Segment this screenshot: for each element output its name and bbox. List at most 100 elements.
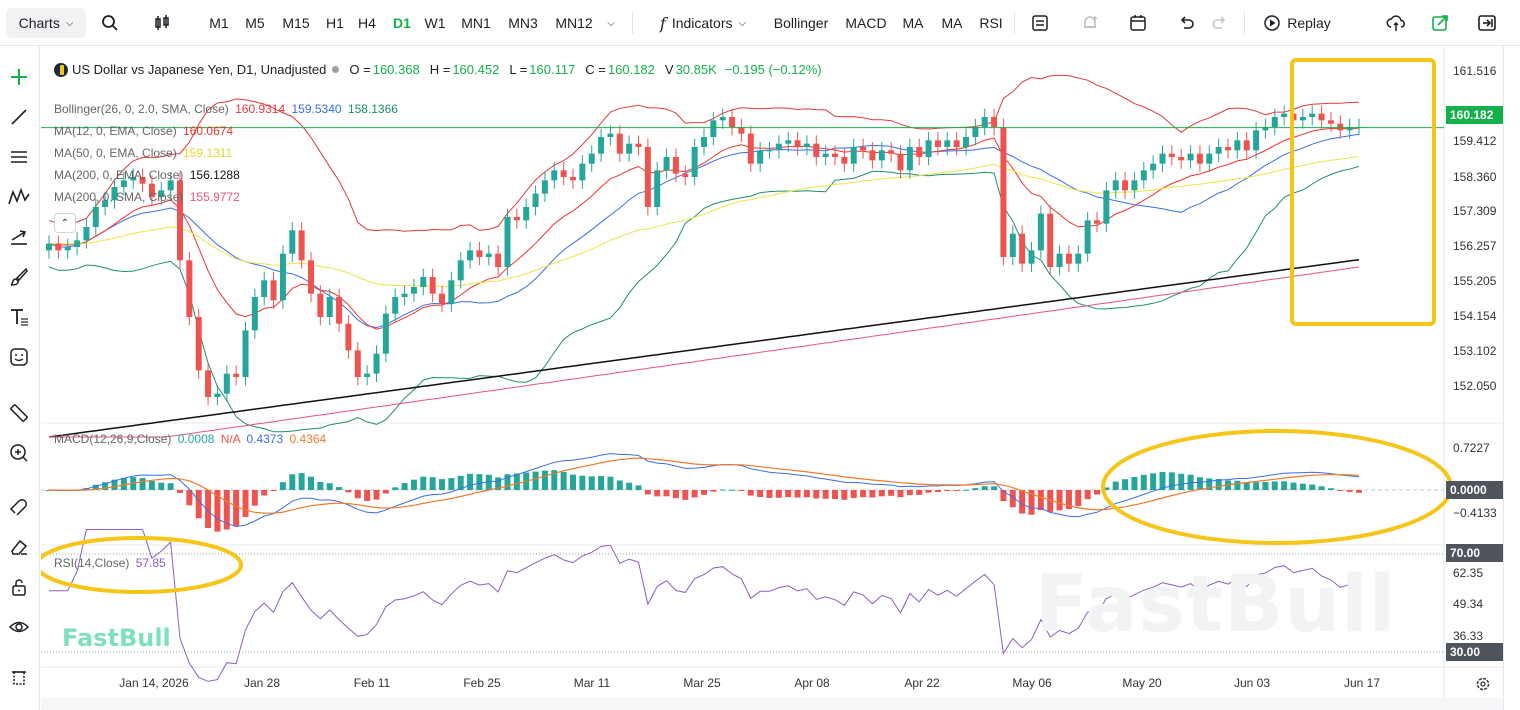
indicator-rsi-button[interactable]: RSI: [979, 15, 1003, 31]
candle-body: [1337, 123, 1344, 131]
text-icon[interactable]: [4, 302, 34, 332]
chevron-down-icon: ⌵: [738, 17, 747, 29]
macd-legend[interactable]: MACD(12,26,9,Close) 0.0008 N/A 0.4373 0.…: [54, 432, 326, 446]
trend-line-icon[interactable]: [4, 102, 34, 132]
rsi-tick: 49.34: [1453, 597, 1484, 611]
charts-menu-button[interactable]: Charts ⌵: [6, 8, 86, 38]
candle-body: [83, 227, 90, 241]
timeframe-chevron-icon[interactable]: ⌵: [607, 17, 615, 29]
alert-icon[interactable]: [1078, 8, 1102, 38]
collapse-legend-button[interactable]: ⌃: [54, 213, 76, 233]
redo-icon[interactable]: [1208, 8, 1230, 38]
candle-body: [382, 313, 389, 354]
candle-body: [588, 153, 595, 164]
chart-canvas[interactable]: [41, 47, 1503, 710]
cloud-upload-icon[interactable]: [1384, 8, 1408, 38]
rsi-tick: 36.33: [1453, 629, 1484, 643]
tf-h1[interactable]: H1: [326, 15, 344, 31]
tf-mn3[interactable]: MN3: [508, 15, 538, 31]
pattern-icon[interactable]: [4, 182, 34, 212]
candle-body: [1047, 213, 1054, 267]
chart-area[interactable]: [41, 47, 1503, 710]
replay-button[interactable]: Replay: [1260, 8, 1334, 38]
candle-body: [1028, 250, 1035, 264]
calendar-icon[interactable]: [1126, 8, 1150, 38]
macd-histogram-bar: [1299, 483, 1306, 490]
candle-body: [1037, 213, 1044, 251]
undo-icon[interactable]: [1176, 8, 1198, 38]
candle-body: [158, 190, 165, 197]
indicators-button[interactable]: f Indicators ⌵: [650, 8, 756, 38]
indicator-ma-button[interactable]: MA: [902, 15, 924, 31]
indicator-bollinger-button[interactable]: Bollinger: [773, 15, 829, 31]
magnet-icon[interactable]: [4, 492, 34, 522]
tf-mn12[interactable]: MN12: [555, 15, 593, 31]
macd-histogram-bar: [195, 490, 202, 519]
candle-body: [682, 173, 689, 177]
tf-h4[interactable]: H4: [358, 15, 376, 31]
tf-mn1[interactable]: MN1: [461, 15, 491, 31]
candle-body: [223, 373, 230, 394]
emoji-icon[interactable]: [4, 342, 34, 372]
candle-type-icon[interactable]: [150, 8, 174, 38]
eye-icon[interactable]: [4, 612, 34, 642]
x-axis-label: Jun 17: [1343, 676, 1381, 690]
candle-body: [457, 260, 464, 281]
tf-m1[interactable]: M1: [209, 15, 229, 31]
macd-histogram-bar: [317, 481, 324, 490]
candle-body: [448, 280, 455, 304]
tf-m15[interactable]: M15: [282, 15, 310, 31]
ema200-line: [48, 258, 1360, 438]
candle-body: [64, 247, 71, 251]
candle-body: [832, 153, 838, 157]
indicator-macd-button[interactable]: MACD: [845, 15, 887, 31]
macd-zero-tag: 0.0000: [1446, 481, 1503, 499]
ruler-icon[interactable]: [4, 398, 34, 428]
tf-m5[interactable]: M5: [245, 15, 265, 31]
tf-w1[interactable]: W1: [424, 15, 446, 31]
candle-body: [373, 353, 380, 374]
candle-body: [1112, 180, 1119, 191]
share-icon[interactable]: [1428, 8, 1452, 38]
eraser-icon[interactable]: [4, 532, 34, 562]
brush-icon[interactable]: [4, 262, 34, 292]
horizontal-lines-icon[interactable]: [4, 142, 34, 172]
candle-body: [953, 140, 960, 147]
candle-body: [626, 143, 633, 154]
symbol-title[interactable]: US Dollar vs Japanese Yen, D1, Unadjuste…: [72, 62, 327, 77]
bollinger-legend[interactable]: Bollinger(26, 0, 2.0, SMA, Close) 160.93…: [54, 102, 398, 116]
lock-icon[interactable]: [4, 572, 34, 602]
indicator-ma-button-2[interactable]: MA: [941, 15, 963, 31]
macd-histogram-bar: [1271, 481, 1278, 490]
sma200-legend[interactable]: MA(200, 0, SMA, Close) 155.9772: [54, 190, 240, 204]
zoom-in-icon[interactable]: [4, 438, 34, 468]
candle-body: [1253, 130, 1260, 151]
tf-d1[interactable]: D1: [393, 15, 411, 31]
ma12-legend[interactable]: MA(12, 0, EMA, Close) 160.0674: [54, 124, 233, 138]
candle-body: [1262, 127, 1269, 131]
macd-histogram-bar: [1262, 482, 1269, 490]
candle-body: [1150, 163, 1157, 171]
settings-gear-icon[interactable]: [1475, 676, 1491, 692]
x-axis-label: Mar 11: [573, 676, 611, 690]
candle-body: [1225, 147, 1231, 151]
search-icon[interactable]: [98, 8, 122, 38]
exit-icon[interactable]: [1475, 8, 1499, 38]
projection-icon[interactable]: [4, 222, 34, 252]
crosshair-icon[interactable]: [4, 62, 34, 92]
x-axis-label: Jun 03: [1233, 676, 1271, 690]
candle-body: [738, 127, 745, 134]
rsi-legend[interactable]: RSI(14,Close) 57.85: [54, 556, 166, 570]
macd-histogram-bar: [1084, 490, 1091, 500]
ema200-legend[interactable]: MA(200, 0, EMA, Close) 156.1288: [54, 168, 240, 182]
delete-icon[interactable]: [4, 662, 34, 692]
ema50-line: [48, 156, 1360, 288]
ma50-legend[interactable]: MA(50, 0, EMA, Close) 159.1311: [54, 146, 232, 160]
replay-icon: [1264, 15, 1280, 31]
template-icon[interactable]: [1028, 8, 1052, 38]
candle-body: [672, 157, 679, 174]
macd-histogram-bar: [598, 476, 605, 490]
horizontal-scrollbar[interactable]: [41, 698, 1503, 710]
macd-histogram-bar: [757, 490, 764, 497]
candle-body: [308, 260, 314, 294]
